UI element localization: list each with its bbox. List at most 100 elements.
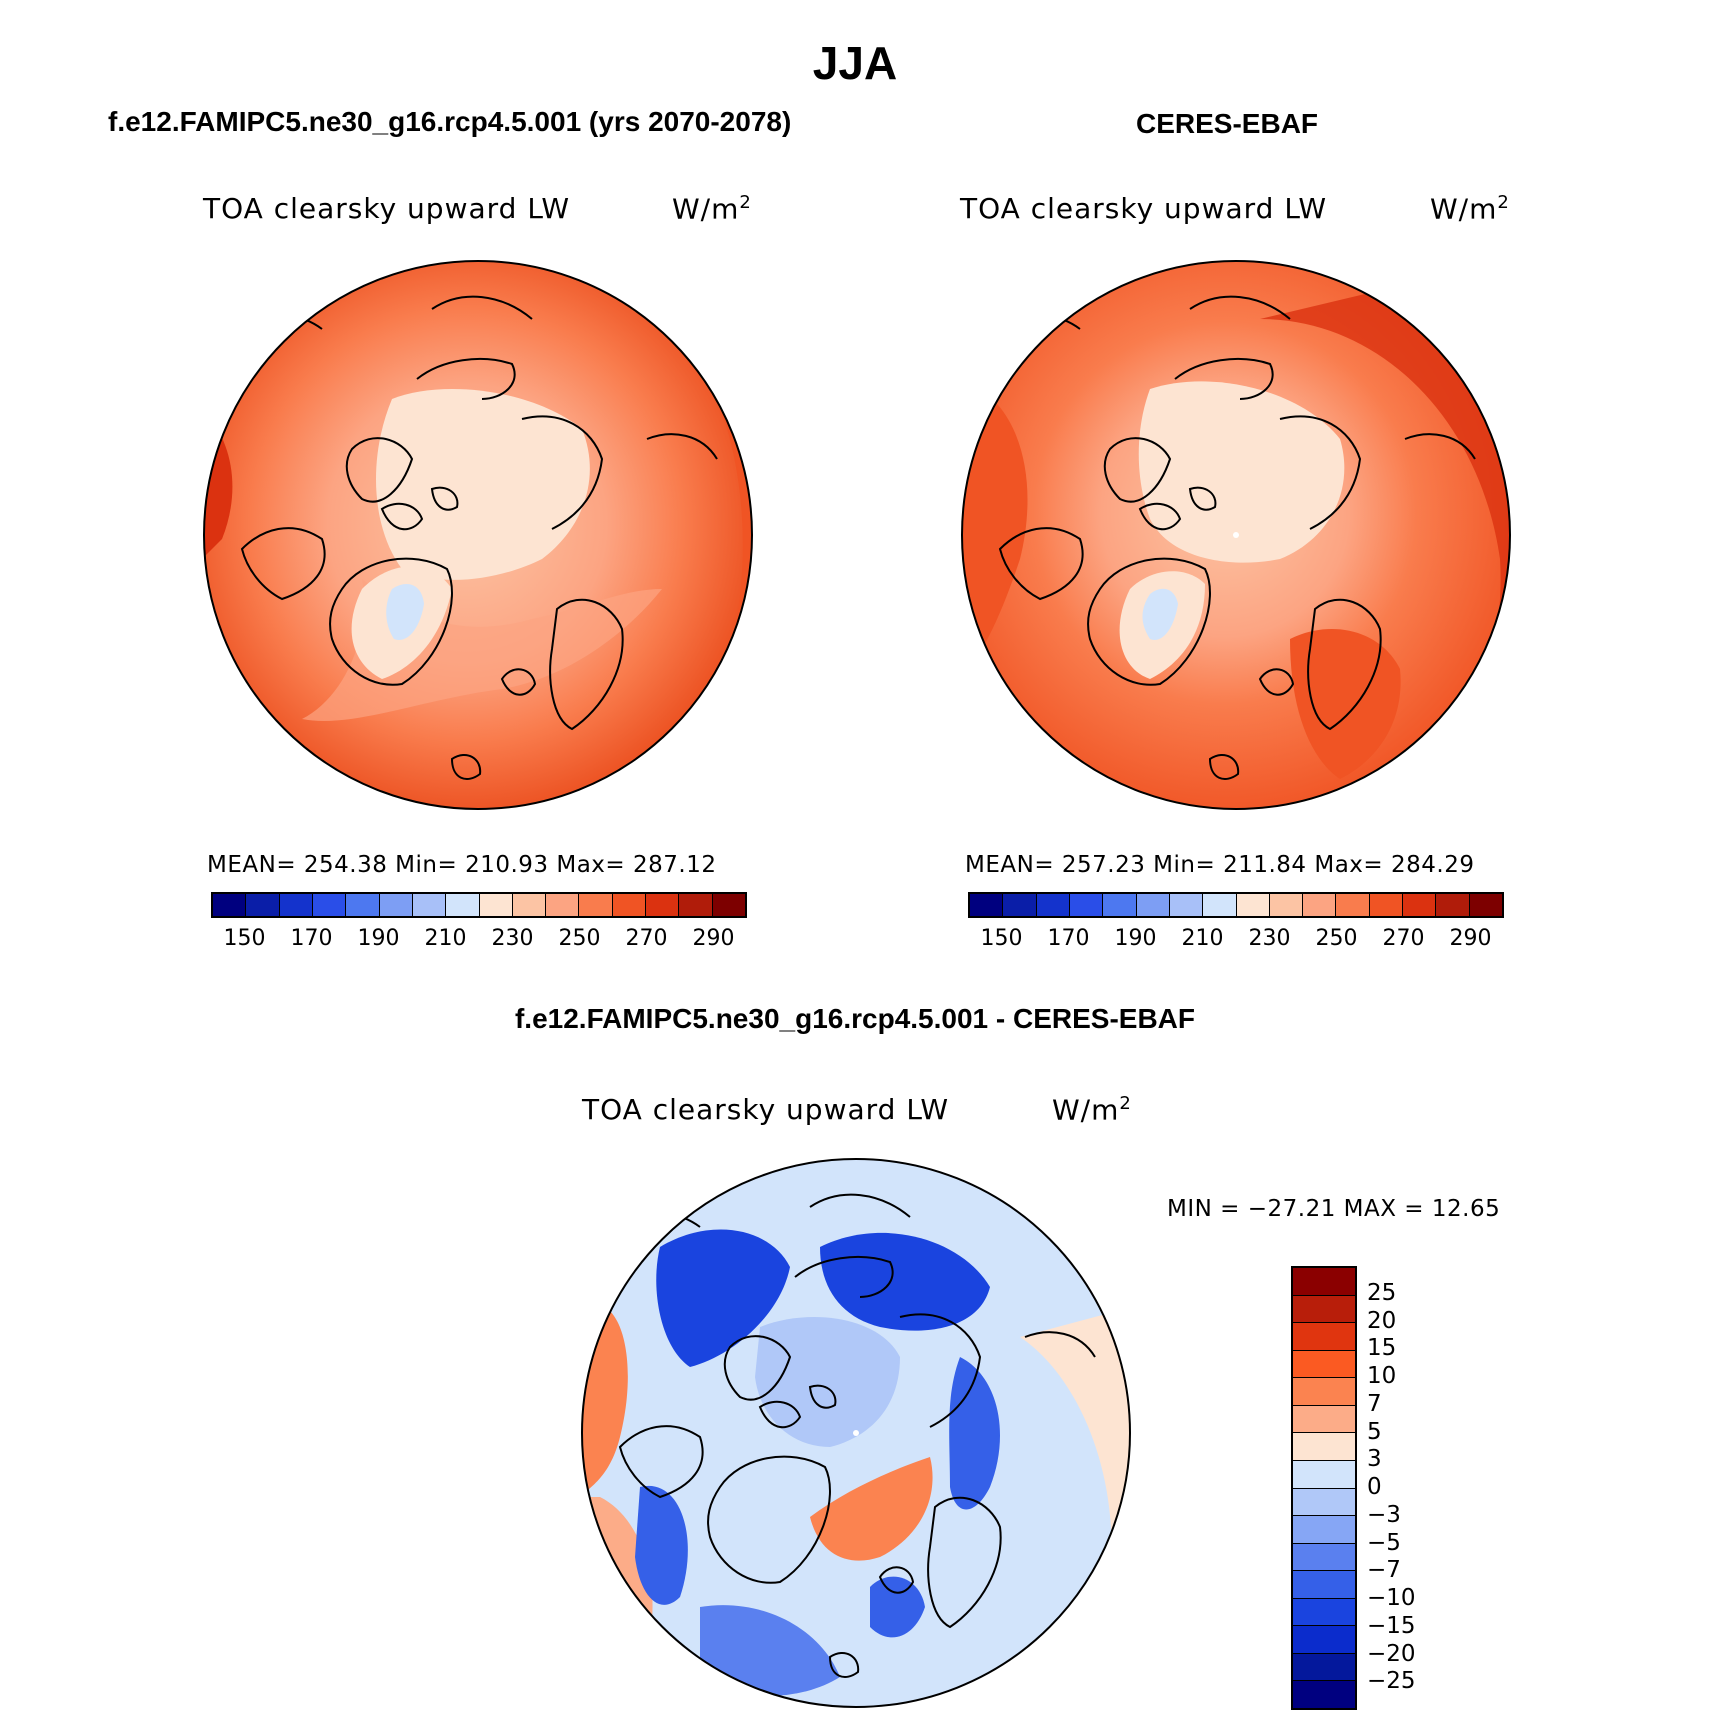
colorbar-box bbox=[1293, 1571, 1355, 1599]
diff-units-label: W/m2 bbox=[1052, 1093, 1132, 1127]
colorbar-tick-label: 190 bbox=[357, 926, 400, 951]
colorbar-tick-label: −10 bbox=[1367, 1585, 1416, 1611]
colorbar-box bbox=[1293, 1350, 1355, 1379]
obs-colorbar-ticks: 150 170 190 210 230 250 270 290 bbox=[968, 926, 1504, 956]
diff-negative-east-coast bbox=[949, 1357, 1000, 1510]
colorbar-tick-label: −25 bbox=[1367, 1668, 1416, 1695]
obs-map-border bbox=[961, 260, 1511, 810]
colorbar-box bbox=[279, 894, 313, 916]
colorbar-box bbox=[1369, 894, 1404, 916]
obs-scandinavia-warm bbox=[1290, 629, 1401, 779]
model-stats: MEAN= 254.38 Min= 210.93 Max= 287.12 bbox=[207, 852, 717, 878]
colorbar-box bbox=[412, 894, 447, 916]
diff-negative-scandinavia bbox=[870, 1576, 925, 1638]
obs-polar-map bbox=[961, 260, 1511, 810]
diff-negative-canada bbox=[635, 1485, 688, 1605]
colorbar-box bbox=[1293, 1681, 1355, 1708]
diff-variable-label: TOA clearsky upward LW bbox=[582, 1093, 950, 1126]
colorbar-box bbox=[379, 894, 413, 916]
obs-greenland-ice bbox=[1142, 588, 1178, 640]
diff-arctic-core bbox=[755, 1317, 900, 1447]
colorbar-box bbox=[1293, 1295, 1355, 1324]
diff-positive-east bbox=[1010, 1307, 1130, 1707]
obs-units-label: W/m2 bbox=[1430, 192, 1510, 226]
obs-colorbar: 150 170 190 210 230 250 270 290 bbox=[968, 892, 1504, 956]
colorbar-box bbox=[1469, 894, 1502, 916]
colorbar-box bbox=[446, 894, 480, 916]
colorbar-box bbox=[512, 894, 547, 916]
diff-colorbar bbox=[1291, 1266, 1357, 1710]
colorbar-box bbox=[1293, 1433, 1355, 1461]
colorbar-box bbox=[1403, 894, 1437, 916]
colorbar-tick-label: 270 bbox=[625, 926, 668, 951]
colorbar-tick-label: 5 bbox=[1367, 1418, 1382, 1445]
model-colorbar: 150 170 190 210 230 250 270 290 bbox=[211, 892, 747, 956]
colorbar-box bbox=[546, 894, 580, 916]
colorbar-tick-label: 230 bbox=[491, 926, 534, 951]
colorbar-tick-label: 3 bbox=[1367, 1446, 1382, 1473]
colorbar-tick-label: 290 bbox=[692, 926, 735, 951]
colorbar-tick-label: 210 bbox=[1181, 926, 1224, 951]
colorbar-tick-label: 25 bbox=[1367, 1279, 1397, 1306]
colorbar-tick-label: 290 bbox=[1449, 926, 1492, 951]
diff-colorbar-ticks: 25 20 15 10 7 5 3 0 −3 −5 −7 −10 −15 −20 −25 bbox=[1367, 1266, 1447, 1710]
model-map-border bbox=[203, 260, 753, 810]
colorbar-box bbox=[1269, 894, 1304, 916]
colorbar-tick-label: 150 bbox=[223, 926, 266, 951]
model-polar-map bbox=[203, 260, 753, 810]
diff-pole-marker bbox=[853, 1430, 859, 1436]
obs-colorbar-boxes bbox=[968, 892, 1504, 918]
colorbar-tick-label: 0 bbox=[1367, 1474, 1382, 1500]
model-colorbar-ticks: 150 170 190 210 230 250 270 290 bbox=[211, 926, 747, 956]
diff-subtitle: f.e12.FAMIPC5.ne30_g16.rcp4.5.001 - CERE… bbox=[514, 1003, 1196, 1034]
colorbar-box bbox=[246, 894, 280, 916]
colorbar-box bbox=[1169, 894, 1204, 916]
obs-arctic-cold-core bbox=[1138, 381, 1345, 563]
obs-pole-marker bbox=[1233, 532, 1239, 538]
colorbar-tick-label: 210 bbox=[424, 926, 467, 951]
colorbar-box bbox=[579, 894, 613, 916]
colorbar-box bbox=[213, 894, 247, 916]
colorbar-box bbox=[1036, 894, 1070, 916]
colorbar-box bbox=[1293, 1405, 1355, 1434]
colorbar-tick-label: 7 bbox=[1367, 1390, 1382, 1417]
colorbar-tick-label: 270 bbox=[1382, 926, 1425, 951]
colorbar-tick-label: 250 bbox=[1315, 926, 1358, 951]
colorbar-box bbox=[679, 894, 713, 916]
model-variable-label: TOA clearsky upward LW bbox=[203, 192, 571, 225]
colorbar-tick-label: 15 bbox=[1367, 1335, 1397, 1362]
colorbar-tick-label: 20 bbox=[1367, 1307, 1397, 1334]
model-units-label: W/m2 bbox=[672, 192, 752, 226]
obs-variable-label: TOA clearsky upward LW bbox=[960, 192, 1328, 225]
colorbar-box bbox=[1293, 1543, 1355, 1572]
colorbar-box bbox=[479, 894, 513, 916]
colorbar-tick-label: −5 bbox=[1367, 1529, 1401, 1556]
colorbar-box bbox=[312, 894, 347, 916]
colorbar-tick-label: 170 bbox=[1047, 926, 1090, 951]
colorbar-box bbox=[1303, 894, 1337, 916]
model-coastlines bbox=[240, 295, 718, 780]
obs-warm-region-east bbox=[1260, 261, 1510, 809]
colorbar-tick-label: 190 bbox=[1114, 926, 1157, 951]
colorbar-tick-label: −3 bbox=[1367, 1501, 1401, 1528]
colorbar-box bbox=[1236, 894, 1270, 916]
colorbar-box bbox=[1293, 1378, 1355, 1406]
colorbar-box bbox=[1103, 894, 1137, 916]
colorbar-box bbox=[1293, 1323, 1355, 1351]
colorbar-tick-label: 170 bbox=[290, 926, 333, 951]
colorbar-box bbox=[1069, 894, 1104, 916]
colorbar-box bbox=[1003, 894, 1037, 916]
model-subtitle: f.e12.FAMIPC5.ne30_g16.rcp4.5.001 (yrs 2… bbox=[108, 106, 792, 137]
colorbar-box bbox=[1293, 1460, 1355, 1489]
diff-polar-map bbox=[581, 1158, 1131, 1708]
diff-negative-north-pacific bbox=[656, 1229, 790, 1367]
colorbar-box bbox=[1293, 1516, 1355, 1544]
diff-negative-atlantic bbox=[700, 1605, 840, 1696]
diff-map-border bbox=[581, 1158, 1131, 1708]
figure-title: JJA bbox=[812, 37, 898, 89]
colorbar-tick-label: 250 bbox=[558, 926, 601, 951]
colorbar-box bbox=[1293, 1598, 1355, 1627]
colorbar-tick-label: 10 bbox=[1367, 1363, 1397, 1389]
colorbar-tick-label: −15 bbox=[1367, 1612, 1416, 1639]
model-greenland-ice bbox=[386, 584, 424, 640]
